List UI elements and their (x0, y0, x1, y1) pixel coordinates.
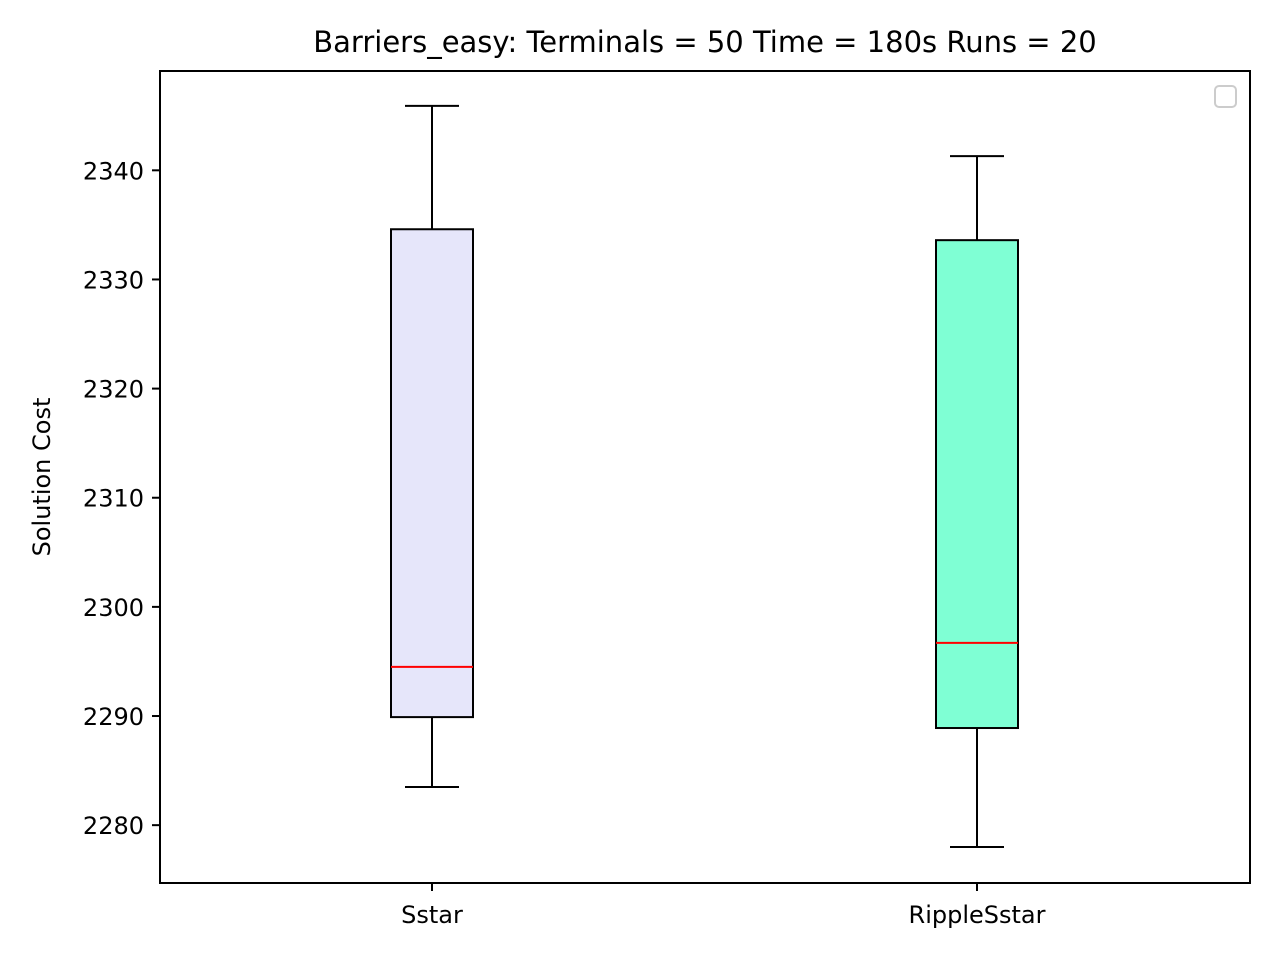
axes-frame (159, 70, 1251, 884)
y-tick-label: 2300 (83, 594, 144, 622)
y-tick-label: 2320 (83, 376, 144, 404)
y-axis: 2280 2290 2300 2310 2320 2330 2340 (83, 157, 160, 840)
y-tick-label: 2340 (83, 157, 144, 185)
iqr-box-ripplesstar (935, 239, 1019, 730)
y-tick-label: 2280 (83, 812, 144, 840)
y-axis-label: Solution Cost (28, 398, 56, 557)
y-tick-label: 2330 (83, 266, 144, 294)
box-sstar (390, 104, 474, 788)
y-tick-label: 2310 (83, 485, 144, 513)
x-axis: Sstar RippleSstar (401, 883, 1046, 929)
x-tick-label-sstar: Sstar (401, 901, 463, 929)
iqr-box-sstar (390, 228, 474, 719)
y-tick-label: 2290 (83, 703, 144, 731)
plot-area (390, 104, 1019, 848)
x-tick-label-ripplesstar: RippleSstar (909, 901, 1046, 929)
legend-box[interactable] (1214, 85, 1237, 108)
box-ripplesstar (935, 155, 1019, 848)
chart-title: Barriers_easy: Terminals = 50 Time = 180… (313, 25, 1096, 59)
